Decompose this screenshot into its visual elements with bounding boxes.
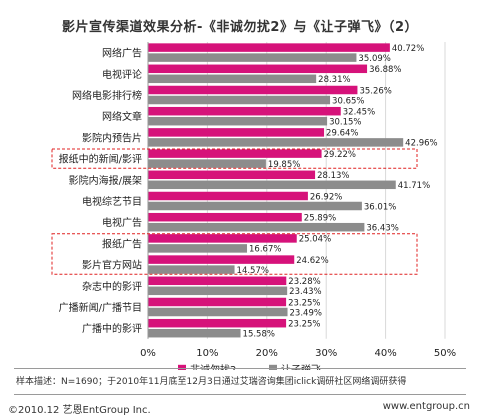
bar: [148, 128, 325, 137]
sample-note: 样本描述：N=1690；于2010年11月底至12月3日通过艾瑞咨询集团icli…: [16, 377, 407, 387]
category-label: 电视综艺节目: [82, 195, 142, 208]
copyright-text: ©2010.12 艺恩EntGroup Inc.: [8, 405, 151, 416]
legend-label: 非诚勿扰2: [190, 363, 236, 370]
bar: [148, 74, 317, 84]
data-label: 23.49%: [290, 308, 322, 318]
data-label: 41.71%: [398, 181, 430, 191]
data-label: 36.88%: [369, 65, 401, 75]
x-tick-label: 40%: [374, 348, 396, 359]
category-label: 电视广告: [102, 216, 142, 229]
category-label: 网络电影排行榜: [72, 89, 142, 102]
bar: [148, 191, 308, 201]
bar: [148, 255, 295, 264]
x-tick-label: 0%: [140, 348, 156, 359]
bar: [148, 106, 341, 116]
data-label: 15.58%: [243, 329, 275, 339]
bar: [148, 276, 287, 286]
bar: [148, 318, 287, 328]
data-label: 28.31%: [318, 75, 350, 85]
category-label: 广播中的影评: [82, 322, 142, 335]
x-tick-label: 50%: [434, 348, 456, 359]
x-tick-label: 10%: [196, 348, 218, 359]
bar: [148, 297, 287, 307]
data-label: 30.15%: [329, 117, 361, 127]
data-label: 23.25%: [288, 319, 320, 329]
bar: [148, 159, 266, 168]
data-label: 36.01%: [364, 202, 396, 212]
bar-chart: 网络广告 40.72%35.09% 电视评论 36.88% 28.31% 网络电影排行榜 3…: [51, 42, 456, 370]
data-label: 23.28%: [288, 277, 320, 287]
bar: [148, 180, 396, 190]
data-label: 26.92%: [310, 192, 342, 202]
category-label: 网络广告: [102, 47, 142, 60]
bar: [148, 95, 331, 105]
data-label: 36.43%: [366, 223, 398, 233]
data-label: 23.25%: [288, 298, 320, 308]
data-label: 29.22%: [324, 150, 356, 160]
data-label: 19.85%: [268, 160, 300, 170]
legend-swatch: [178, 364, 186, 370]
data-label: 16.67%: [249, 245, 281, 255]
bar: [148, 307, 288, 317]
data-label: 28.13%: [317, 171, 349, 181]
highlight-box: [51, 233, 418, 275]
data-label: 30.65%: [332, 96, 364, 106]
bar: [148, 234, 297, 243]
footer-divider: [14, 394, 466, 395]
bar: [148, 244, 248, 253]
category-label: 报纸广告: [102, 237, 142, 250]
bar: [148, 286, 288, 296]
data-label: 24.62%: [296, 256, 328, 266]
chart-title: 影片宣传渠道效果分析-《非诚勿扰2》与《让子弹飞》（2）: [62, 20, 418, 35]
data-label: 40.72%: [392, 44, 424, 54]
data-label: 35.26%: [359, 86, 391, 96]
x-tick-label: 30%: [315, 348, 337, 359]
bar: [148, 170, 316, 180]
bar: [148, 85, 358, 95]
bar: [148, 53, 357, 62]
bar: [148, 212, 302, 222]
bar: [148, 138, 404, 147]
bar: [148, 64, 368, 74]
bar: [148, 149, 322, 158]
data-label: 25.04%: [299, 235, 331, 245]
category-label: 电视评论: [102, 68, 142, 81]
category-label: 影片官方网站: [82, 259, 142, 272]
legend-swatch: [269, 364, 277, 370]
data-label: 42.96%: [405, 139, 437, 149]
bar: [148, 265, 235, 274]
legend-label: 让子弹飞: [281, 363, 321, 370]
data-label: 25.89%: [304, 213, 336, 223]
category-label: 影院内海报/展架: [69, 174, 142, 187]
data-label: 35.09%: [358, 54, 390, 64]
bar: [148, 201, 362, 211]
bar: [148, 43, 390, 52]
bar: [148, 222, 365, 232]
category-label: 杂志中的影评: [82, 280, 142, 293]
data-label: 23.43%: [289, 287, 321, 297]
category-label: 广播新闻/广播节目: [59, 301, 142, 314]
footer-divider: [14, 368, 466, 369]
category-label: 影院内预告片: [82, 131, 142, 144]
category-label: 网络文章: [102, 110, 142, 123]
highlight-box: [51, 148, 418, 169]
data-label: 29.64%: [326, 129, 358, 139]
category-label: 报纸中的新闻/影评: [59, 153, 142, 166]
data-label: 32.45%: [343, 107, 375, 117]
data-label: 14.57%: [237, 266, 269, 276]
x-tick-label: 20%: [256, 348, 278, 359]
bar: [148, 328, 241, 338]
bar: [148, 116, 328, 126]
site-url: www.entgroup.cn: [382, 401, 470, 412]
